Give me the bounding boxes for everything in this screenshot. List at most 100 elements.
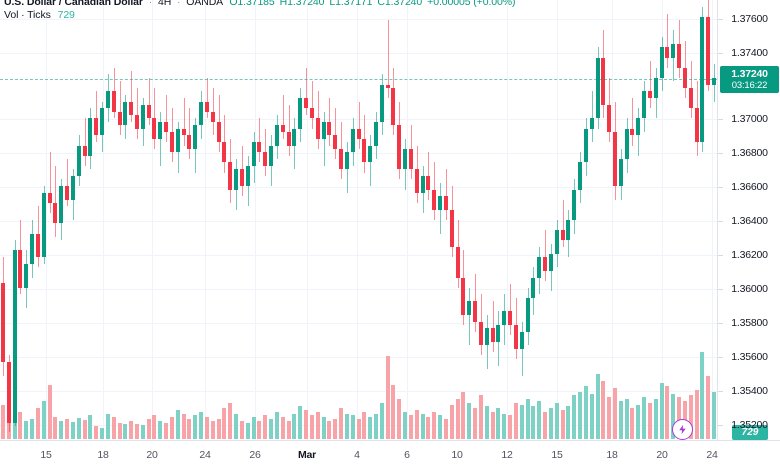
legend-separator-1: · bbox=[148, 0, 153, 8]
volume-bar bbox=[700, 352, 704, 439]
volume-bar bbox=[496, 408, 500, 439]
volume-bar bbox=[473, 408, 477, 439]
time-tick: 15 bbox=[40, 449, 52, 461]
candle-body bbox=[65, 186, 69, 200]
candle-body bbox=[665, 47, 669, 58]
time-axis[interactable]: 15 18 20 24 26 Mar 4 6 12 15 18 20 24 10 bbox=[0, 440, 780, 471]
candle-body bbox=[333, 135, 337, 149]
chart-legend: U.S. Dollar / Canadian Dollar · 4H · OAN… bbox=[4, 0, 520, 22]
candle-wick bbox=[50, 152, 51, 214]
candle-body bbox=[619, 159, 623, 187]
volume-bar bbox=[164, 423, 168, 439]
grid-lines bbox=[0, 0, 717, 440]
candle-body bbox=[13, 250, 17, 424]
current-price-line bbox=[0, 79, 717, 80]
candle-body bbox=[473, 301, 477, 322]
legend-volume-row[interactable]: Vol · Ticks 729 bbox=[4, 9, 520, 22]
volume-bar bbox=[263, 415, 267, 439]
lightning-icon[interactable] bbox=[672, 419, 693, 440]
v-gridline bbox=[255, 0, 256, 440]
volume-bar bbox=[112, 417, 116, 439]
candle-body bbox=[485, 328, 489, 346]
legend-separator-2: · bbox=[177, 0, 181, 8]
volume-bar bbox=[94, 426, 98, 439]
volume-bar bbox=[537, 401, 541, 439]
candle-wick bbox=[312, 81, 313, 129]
volume-bar bbox=[660, 383, 664, 439]
volume-bar bbox=[182, 414, 186, 439]
volume-bar bbox=[123, 424, 127, 439]
candle-body bbox=[53, 203, 57, 224]
candle-body bbox=[94, 118, 98, 136]
volume-bar bbox=[100, 428, 104, 439]
candle-body bbox=[222, 142, 226, 163]
candle-body bbox=[537, 257, 541, 278]
legend-close: C1.37240 bbox=[377, 0, 423, 8]
candle-body bbox=[24, 264, 28, 288]
candle-body bbox=[59, 186, 63, 224]
bar-countdown: 03:16:22 bbox=[731, 79, 768, 91]
candle-wick bbox=[189, 108, 190, 160]
volume-value-badge: 729 bbox=[732, 425, 768, 440]
candle-body bbox=[590, 118, 594, 129]
candle-body bbox=[601, 57, 605, 105]
volume-bar bbox=[386, 356, 390, 439]
candle-body bbox=[706, 16, 710, 85]
time-tick: 12 bbox=[501, 449, 513, 461]
volume-bar bbox=[24, 421, 28, 439]
time-tick: 20 bbox=[656, 449, 668, 461]
legend-exchange[interactable]: OANDA bbox=[186, 0, 223, 8]
candle-body bbox=[467, 301, 471, 315]
v-gridline bbox=[712, 0, 713, 440]
candle-body bbox=[357, 128, 361, 139]
volume-bar bbox=[252, 417, 256, 439]
legend-symbol[interactable]: U.S. Dollar / Canadian Dollar bbox=[4, 0, 143, 8]
candle-body bbox=[327, 121, 331, 136]
candle-body bbox=[625, 128, 629, 160]
candle-wick bbox=[55, 165, 56, 237]
price-tick: 1.35800 bbox=[718, 317, 780, 329]
candle-body bbox=[671, 44, 675, 58]
volume-bar bbox=[642, 397, 646, 439]
candle-body bbox=[636, 118, 640, 136]
volume-bar bbox=[695, 390, 699, 439]
candle-wick bbox=[329, 98, 330, 146]
volume-bar bbox=[357, 419, 361, 439]
candle-body bbox=[193, 125, 197, 149]
legend-symbol-row[interactable]: U.S. Dollar / Canadian Dollar · 4H · OAN… bbox=[4, 0, 520, 9]
candle-body bbox=[421, 176, 425, 193]
plot-area[interactable] bbox=[0, 0, 717, 440]
volume-bar bbox=[48, 385, 52, 439]
volume-bar bbox=[508, 415, 512, 439]
volume-bar bbox=[665, 386, 669, 439]
candle-body bbox=[176, 128, 180, 153]
price-tick: 1.35200 bbox=[718, 419, 780, 431]
volume-bar bbox=[461, 392, 465, 439]
candle-body bbox=[100, 108, 104, 136]
price-axis[interactable]: 1.37240 03:16:22 729 1.37600 1.37400 1.370… bbox=[717, 0, 780, 440]
volume-bar bbox=[391, 385, 395, 439]
candle-body bbox=[135, 115, 139, 129]
candle-body bbox=[170, 132, 174, 153]
candle-body bbox=[316, 118, 320, 139]
candle-body bbox=[1, 282, 5, 363]
v-gridline bbox=[662, 0, 663, 440]
time-tick: 15 bbox=[551, 449, 563, 461]
candle-body bbox=[182, 128, 186, 136]
time-tick: 24 bbox=[199, 449, 211, 461]
candle-body bbox=[345, 152, 349, 170]
candle-body bbox=[228, 162, 232, 190]
candle-body bbox=[654, 77, 658, 99]
volume-bar bbox=[561, 410, 565, 439]
volume-bar bbox=[438, 415, 442, 439]
v-gridline bbox=[507, 0, 508, 440]
legend-interval[interactable]: 4H bbox=[157, 0, 172, 8]
volume-bar bbox=[712, 392, 716, 439]
candle-body bbox=[712, 77, 716, 85]
candle-body bbox=[444, 196, 448, 210]
candle-body bbox=[496, 324, 500, 342]
candle-wick bbox=[259, 118, 260, 163]
h-gridline bbox=[0, 255, 717, 256]
candle-body bbox=[234, 169, 238, 190]
volume-bar bbox=[671, 394, 675, 439]
